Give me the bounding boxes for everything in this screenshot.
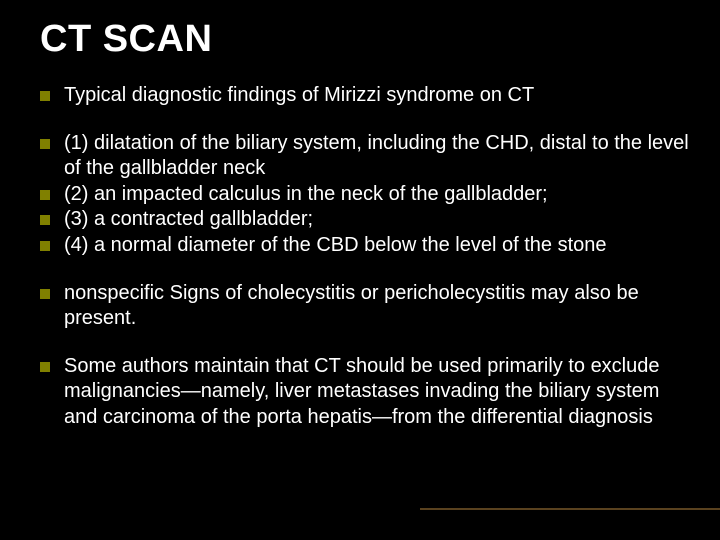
square-bullet-icon (40, 362, 50, 372)
bullet-item: (1) dilatation of the biliary system, in… (40, 131, 690, 182)
square-bullet-icon (40, 289, 50, 299)
footer-divider (420, 508, 720, 510)
bullet-text: (4) a normal diameter of the CBD below t… (64, 233, 690, 259)
bullet-item: (3) a contracted gallbladder; (40, 207, 690, 233)
bullet-group: (1) dilatation of the biliary system, in… (40, 131, 690, 259)
slide: CT SCAN Typical diagnostic findings of M… (0, 0, 720, 540)
bullet-group: nonspecific Signs of cholecystitis or pe… (40, 281, 690, 332)
bullet-group: Some authors maintain that CT should be … (40, 354, 690, 431)
bullet-text: Some authors maintain that CT should be … (64, 354, 690, 431)
bullet-text: Typical diagnostic findings of Mirizzi s… (64, 83, 690, 109)
square-bullet-icon (40, 91, 50, 101)
bullet-text: nonspecific Signs of cholecystitis or pe… (64, 281, 690, 332)
bullet-item: Typical diagnostic findings of Mirizzi s… (40, 83, 690, 109)
square-bullet-icon (40, 241, 50, 251)
bullet-item: (4) a normal diameter of the CBD below t… (40, 233, 690, 259)
bullet-text: (1) dilatation of the biliary system, in… (64, 131, 690, 182)
slide-content: Typical diagnostic findings of Mirizzi s… (40, 83, 690, 431)
slide-title: CT SCAN (40, 18, 690, 61)
bullet-item: nonspecific Signs of cholecystitis or pe… (40, 281, 690, 332)
bullet-item: (2) an impacted calculus in the neck of … (40, 182, 690, 208)
bullet-item: Some authors maintain that CT should be … (40, 354, 690, 431)
bullet-group: Typical diagnostic findings of Mirizzi s… (40, 83, 690, 109)
square-bullet-icon (40, 190, 50, 200)
bullet-text: (3) a contracted gallbladder; (64, 207, 690, 233)
bullet-text: (2) an impacted calculus in the neck of … (64, 182, 690, 208)
square-bullet-icon (40, 215, 50, 225)
square-bullet-icon (40, 139, 50, 149)
